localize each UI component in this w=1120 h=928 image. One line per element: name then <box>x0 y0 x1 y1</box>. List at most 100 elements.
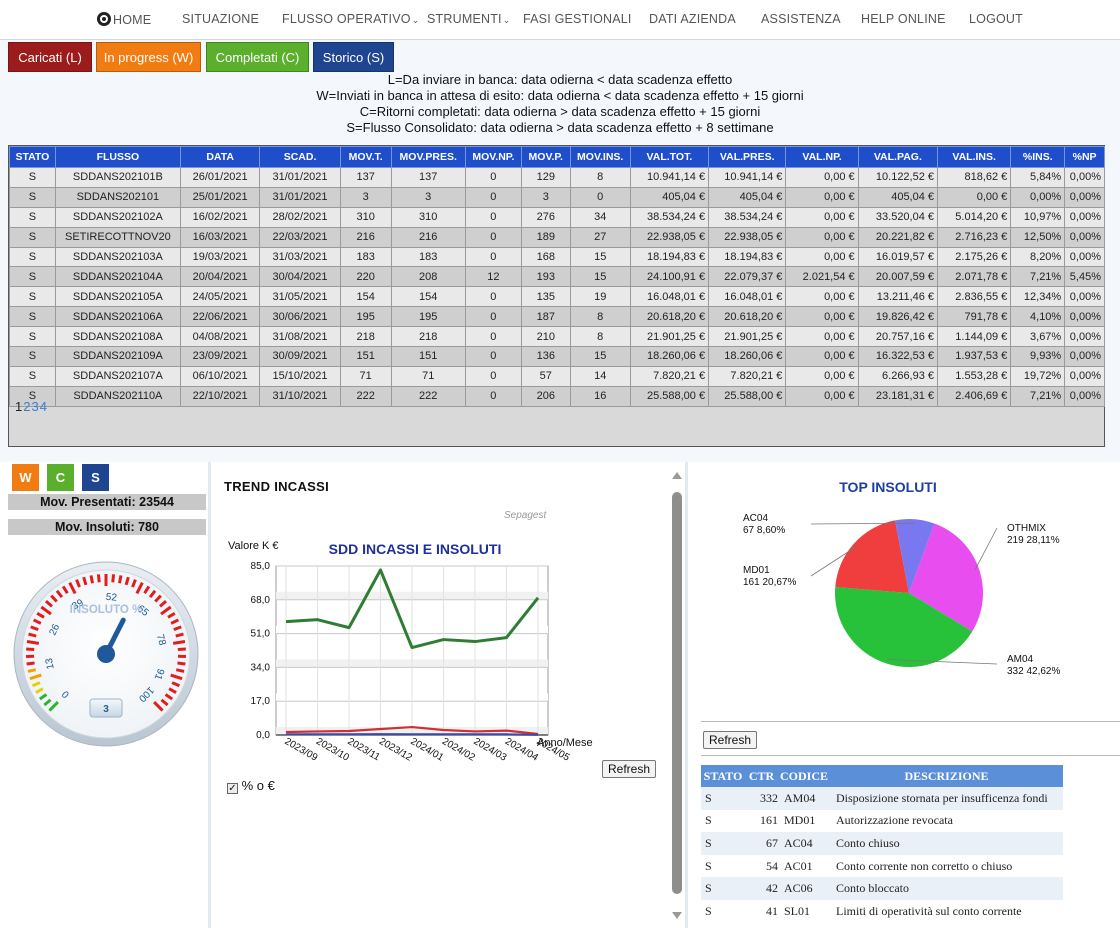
checkbox-label: % o € <box>241 778 275 793</box>
page-3[interactable]: 3 <box>31 399 39 414</box>
column-header[interactable]: VAL.INS. <box>937 146 1012 168</box>
table-cell: 16.048,01 € <box>629 286 710 308</box>
table-cell: 3 <box>390 186 466 208</box>
table-cell: 22.938,05 € <box>629 226 710 248</box>
table-row[interactable]: S SDDANS202107A 06/10/2021 15/10/2021 71 71 0 5… <box>9 365 1105 387</box>
column-header[interactable]: SCAD. <box>259 146 341 168</box>
column-header[interactable]: FLUSSO <box>54 146 181 168</box>
flussi-table-container: STATO FLUSSO DATA SCAD. MOV.T. MOV.PRES. MOV.N… <box>8 145 1105 447</box>
percent-euro-toggle[interactable]: ✓ % o € <box>227 778 275 794</box>
table-cell: S <box>9 306 56 328</box>
scroll-up-icon[interactable] <box>672 472 682 479</box>
table-row[interactable]: S SDDANS202101 25/01/2021 31/01/2021 3 3 0 3 0 40… <box>9 186 1105 208</box>
gauge-w-button[interactable]: W <box>12 464 39 491</box>
gauge-tick <box>26 661 35 666</box>
filter-storico-button[interactable]: Storico (S) <box>313 42 394 72</box>
table-cell: 24.100,91 € <box>629 266 710 288</box>
nav-help-online[interactable]: HELP ONLINE <box>861 12 946 26</box>
column-header[interactable]: VAL.PAG. <box>857 146 939 168</box>
column-header[interactable]: VAL.NP. <box>785 146 859 168</box>
scroll-thumb[interactable] <box>672 492 682 894</box>
table-cell: 10,97% <box>1010 206 1066 228</box>
nav-strumenti[interactable]: STRUMENTI⌄ <box>427 12 510 26</box>
table-cell: 0,00 € <box>785 286 859 308</box>
nav-home[interactable]: HOME <box>97 12 151 27</box>
table-cell: S <box>701 787 745 810</box>
filter-completati-button[interactable]: Completati (C) <box>206 42 309 72</box>
nav-dati-azienda[interactable]: DATI AZIENDA <box>649 12 736 26</box>
column-header[interactable]: MOV.PRES. <box>390 146 466 168</box>
table-cell: 10.941,14 € <box>708 167 787 188</box>
scroll-down-icon[interactable] <box>672 912 682 919</box>
table-cell: 18.260,06 € <box>629 346 710 367</box>
table-cell: 15 <box>569 346 631 367</box>
table-cell: 151 <box>390 346 466 367</box>
column-header[interactable]: STATO <box>9 146 56 168</box>
pie-leader-line <box>810 522 915 525</box>
table-cell: 7.820,21 € <box>708 365 787 387</box>
table-cell: 222 <box>390 385 466 407</box>
trend-refresh-button[interactable]: Refresh <box>602 760 657 778</box>
column-header[interactable]: MOV.T. <box>339 146 392 168</box>
column-header[interactable]: MOV.P. <box>520 146 571 168</box>
page-4[interactable]: 4 <box>39 399 47 414</box>
gauge-tick <box>164 693 174 701</box>
table-cell: 3,67% <box>1010 326 1066 348</box>
nav-assistenza[interactable]: ASSISTENZA <box>761 12 841 26</box>
table-cell: 30/04/2021 <box>259 266 341 288</box>
table-row[interactable]: S SDDANS202106A 22/06/2021 30/06/2021 195 195… <box>9 306 1105 328</box>
table-row[interactable]: S SDDANS202109A 23/09/2021 30/09/2021 151 151… <box>9 346 1105 367</box>
table-cell: 8 <box>569 306 631 328</box>
nav-flusso-operativo[interactable]: FLUSSO OPERATIVO⌄ <box>282 12 419 26</box>
table-row[interactable]: S SDDANS202108A 04/08/2021 31/08/2021 218 218… <box>9 326 1105 348</box>
divider <box>701 755 1120 756</box>
table-cell: S <box>9 266 56 288</box>
gauge-tick <box>168 687 177 694</box>
filter-caricati-button[interactable]: Caricati (L) <box>8 42 92 72</box>
table-row[interactable]: S SDDANS202101B 26/01/2021 31/01/2021 137 137… <box>9 167 1105 188</box>
pie-slice-ac04 <box>894 519 935 593</box>
nav-situazione[interactable]: SITUAZIONE <box>182 12 260 26</box>
column-header[interactable]: %INS. <box>1010 146 1066 168</box>
table-cell: 71 <box>390 365 466 387</box>
nav-flusso-label: FLUSSO OPERATIVO <box>282 12 411 26</box>
filter-in-progress-button[interactable]: In progress (W) <box>96 42 201 72</box>
table-cell: 129 <box>520 167 571 188</box>
table-cell: 21.901,25 € <box>629 326 710 348</box>
gauge-tick <box>175 668 185 673</box>
page-1[interactable]: 1 <box>15 399 23 414</box>
column-header[interactable]: MOV.NP. <box>464 146 522 168</box>
insoluti-refresh-button[interactable]: Refresh <box>703 731 758 749</box>
gauge-tick <box>36 611 45 619</box>
series-line-2 <box>285 725 539 736</box>
nav-fasi-gestionali[interactable]: FASI GESTIONALI <box>523 12 632 26</box>
gauge-c-button[interactable]: C <box>47 464 74 491</box>
column-header[interactable]: VAL.TOT. <box>629 146 710 168</box>
table-cell: 24/05/2021 <box>179 286 261 308</box>
vertical-scrollbar[interactable] <box>670 470 684 922</box>
table-row[interactable]: S SDDANS202105A 24/05/2021 31/05/2021 154 154… <box>9 286 1105 308</box>
column-header[interactable]: DATA <box>179 146 261 168</box>
table-cell: Conto bloccato <box>830 877 1063 900</box>
table-cell: 12,50% <box>1010 226 1066 248</box>
column-header[interactable]: %NP <box>1064 146 1105 168</box>
checkbox-checked-icon[interactable]: ✓ <box>227 783 238 794</box>
column-header[interactable]: MOV.INS. <box>569 146 631 168</box>
table-cell: 168 <box>520 246 571 268</box>
table-cell: 26/01/2021 <box>179 167 261 188</box>
table-row[interactable]: S SDDANS202104A 20/04/2021 30/04/2021 220 208… <box>9 266 1105 288</box>
table-cell: 210 <box>520 326 571 348</box>
table-row[interactable]: S SDDANS202103A 19/03/2021 31/03/2021 183 183… <box>9 246 1105 268</box>
table-cell: 0 <box>464 226 522 248</box>
pie-label: AM04 <box>1007 654 1034 665</box>
table-cell: SDDANS202108A <box>54 326 181 348</box>
column-header[interactable]: VAL.PRES. <box>708 146 787 168</box>
gauge-s-button[interactable]: S <box>82 464 109 491</box>
nav-logout[interactable]: LOGOUT <box>969 12 1023 26</box>
table-row[interactable]: S SDDANS202102A 16/02/2021 28/02/2021 310 310… <box>9 206 1105 228</box>
table-cell: 405,04 € <box>708 186 787 208</box>
table-row[interactable]: S SDDANS202110A 22/10/2021 31/10/2021 222 222… <box>9 385 1105 407</box>
page-2[interactable]: 2 <box>23 399 31 414</box>
table-cell: Autorizzazione revocata <box>830 809 1063 833</box>
table-row[interactable]: S SETIRECOTTNOV20 16/03/2021 22/03/2021 216 2… <box>9 226 1105 248</box>
